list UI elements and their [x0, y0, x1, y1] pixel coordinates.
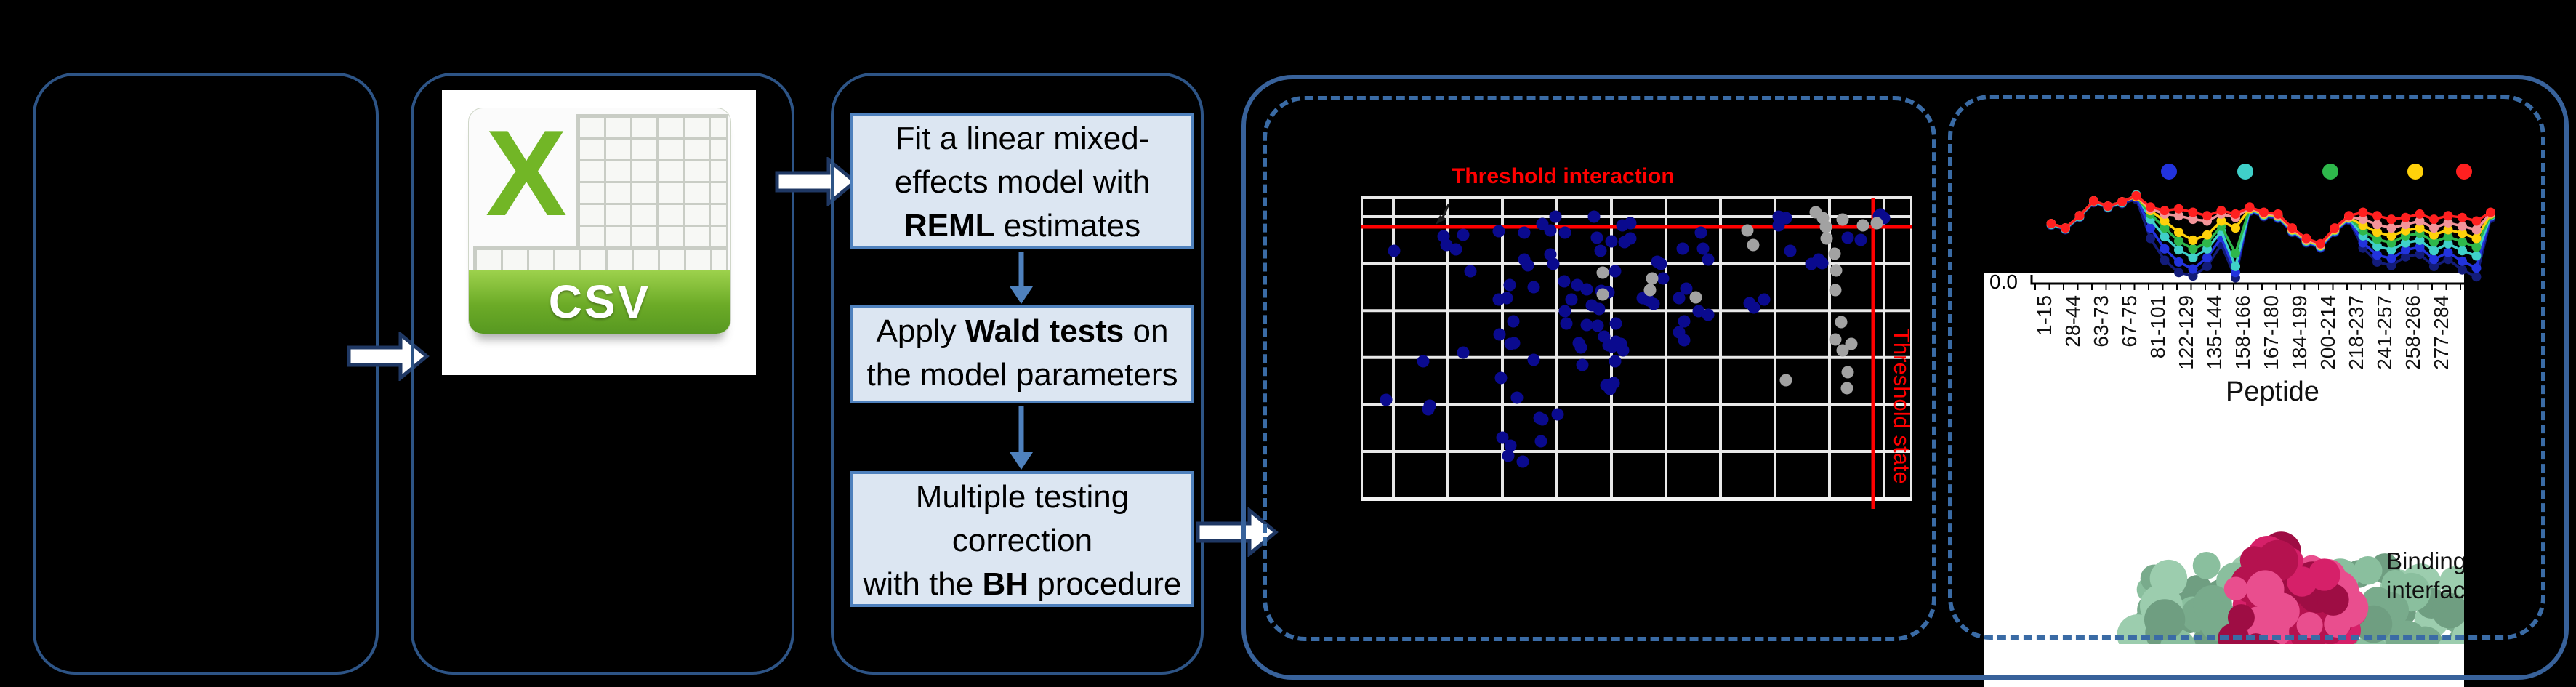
threshold-scatter-plot	[1361, 196, 1912, 509]
peptide-plot-ytick: 0.0	[1989, 270, 2018, 293]
results-outer-container	[1241, 75, 2569, 680]
excel-x-glyph: X	[485, 108, 568, 241]
svg-text:67-75: 67-75	[2118, 295, 2141, 347]
svg-text:158-166: 158-166	[2231, 295, 2254, 370]
protein-structure-image	[2117, 531, 2464, 644]
svg-text:81-101: 81-101	[2146, 295, 2169, 358]
spreadsheet-grid-lower	[473, 246, 728, 273]
scatter-title: Threshold interaction	[1452, 164, 1675, 188]
binding-interface-label: Binding interface	[2386, 547, 2464, 603]
deuteration-line-plot: 1-15 28-44 63-73 67-75 81-101 122-129 135-144 1…	[2030, 164, 2495, 370]
step-bh-correction: Multiple testing correction with the BH pr…	[850, 471, 1194, 607]
svg-text:1-15: 1-15	[2033, 295, 2056, 336]
scatter-vertical-threshold-label: Threshold state	[1889, 329, 1915, 484]
svg-text:200-214: 200-214	[2317, 295, 2339, 370]
svg-text:135-144: 135-144	[2203, 295, 2226, 370]
svg-text:218-237: 218-237	[2345, 295, 2367, 370]
results-panel: Binding interface	[1984, 273, 2464, 687]
peptide-dashed-container	[1948, 95, 2545, 640]
right-block-arrow-icon	[347, 332, 430, 381]
csv-banner: CSV	[469, 270, 730, 334]
svg-text:167-180: 167-180	[2260, 295, 2282, 370]
svg-text:258-266: 258-266	[2402, 295, 2424, 370]
down-arrow-icon	[1010, 406, 1033, 470]
pipeline-box-empty	[33, 73, 379, 675]
svg-text:241-257: 241-257	[2373, 295, 2396, 370]
step-wald-tests: Apply Wald tests on the model parameters	[850, 305, 1194, 403]
peptide-axis-label: Peptide	[2226, 377, 2319, 407]
svg-text:184-199: 184-199	[2288, 295, 2311, 370]
scatter-dashed-container	[1263, 96, 1936, 641]
svg-text:63-73: 63-73	[2090, 295, 2112, 347]
pipeline-box-csv: X CSV	[411, 73, 794, 675]
csv-card: X CSV	[468, 108, 731, 334]
spreadsheet-grid	[576, 114, 728, 249]
step-fit-model: Fit a linear mixed-effects model with REM…	[850, 113, 1194, 249]
down-arrow-icon	[1010, 252, 1033, 304]
svg-text:28-44: 28-44	[2061, 295, 2084, 347]
pipeline-box-stats	[831, 73, 1204, 675]
right-block-arrow-icon	[775, 157, 858, 206]
csv-file-icon: X CSV	[442, 90, 756, 375]
svg-text:122-129: 122-129	[2175, 295, 2197, 370]
svg-text:277-284: 277-284	[2430, 295, 2452, 370]
